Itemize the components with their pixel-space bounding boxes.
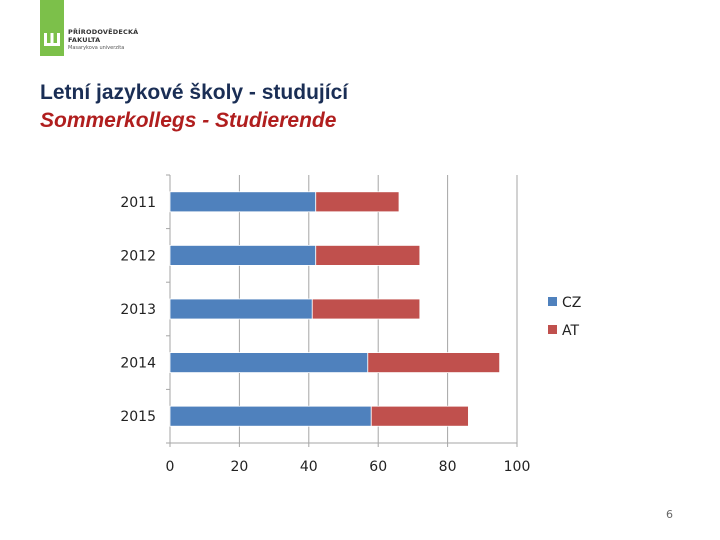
bars xyxy=(169,191,501,427)
faculty-logo-icon xyxy=(40,0,64,56)
bar-cz-2013 xyxy=(169,298,313,320)
bar-at-2011 xyxy=(315,191,400,213)
logo-line-2: FAKULTA xyxy=(68,36,101,44)
page-number: 6 xyxy=(666,508,673,521)
y-tick-label-2014: 2014 xyxy=(120,356,156,372)
faculty-logo-text: PŘÍRODOVĚDECKÁ FAKULTA Masarykova univer… xyxy=(68,28,138,53)
logo-line-1: PŘÍRODOVĚDECKÁ xyxy=(68,28,139,36)
y-tick-label-2015: 2015 xyxy=(120,409,156,425)
x-tick-label-40: 40 xyxy=(300,459,318,475)
bar-cz-2015 xyxy=(169,405,372,427)
slide-subtitle: Sommerkollegs - Studierende xyxy=(40,109,337,132)
y-tick-label-2013: 2013 xyxy=(120,302,156,318)
legend-label-cz: CZ xyxy=(562,295,581,311)
logo-line-3: Masarykova univerzita xyxy=(68,45,125,51)
bar-at-2014 xyxy=(367,352,501,374)
legend-swatch-cz xyxy=(548,297,557,306)
bar-at-2012 xyxy=(315,244,421,266)
bar-at-2013 xyxy=(311,298,421,320)
y-tick-label-2012: 2012 xyxy=(120,248,156,264)
x-tick-label-0: 0 xyxy=(166,459,175,475)
bar-cz-2011 xyxy=(169,191,317,213)
tick-labels: 2011 2012 2013 2014 2015 0 20 40 60 80 100 xyxy=(120,195,530,475)
y-tick-label-2011: 2011 xyxy=(120,195,156,211)
x-tick-label-80: 80 xyxy=(439,459,457,475)
legend-swatch-at xyxy=(548,325,557,334)
bar-cz-2012 xyxy=(169,244,317,266)
slide-title: Letní jazykové školy - studující xyxy=(40,81,349,104)
x-tick-label-100: 100 xyxy=(504,459,531,475)
x-tick-label-20: 20 xyxy=(230,459,248,475)
legend-label-at: AT xyxy=(562,323,579,339)
bar-at-2015 xyxy=(370,405,469,427)
legend: CZ AT xyxy=(548,295,581,339)
bar-cz-2014 xyxy=(169,352,369,374)
x-tick-label-60: 60 xyxy=(369,459,387,475)
